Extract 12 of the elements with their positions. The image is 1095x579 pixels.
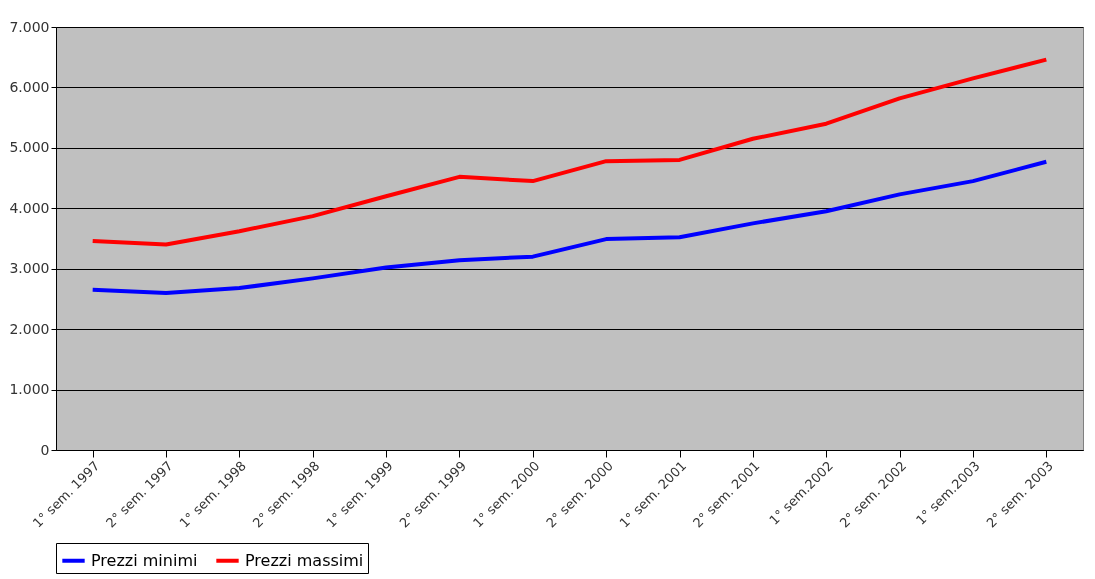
line-series bbox=[90, 159, 1049, 295]
y-tick-label: 1.000 bbox=[9, 381, 50, 398]
y-tick-label: 3.000 bbox=[9, 260, 50, 277]
y-tick-label: 6.000 bbox=[9, 78, 50, 95]
line-series bbox=[90, 57, 1049, 247]
y-tick-label: 4.000 bbox=[9, 199, 50, 216]
y-tick-label: 2.000 bbox=[9, 320, 50, 337]
legend-label: Prezzi massimi bbox=[245, 550, 364, 570]
legend-label: Prezzi minimi bbox=[91, 550, 198, 570]
y-tick-label: 0 bbox=[40, 441, 50, 458]
y-tick-label: 7.000 bbox=[9, 18, 50, 35]
y-tick-label: 5.000 bbox=[9, 139, 50, 156]
